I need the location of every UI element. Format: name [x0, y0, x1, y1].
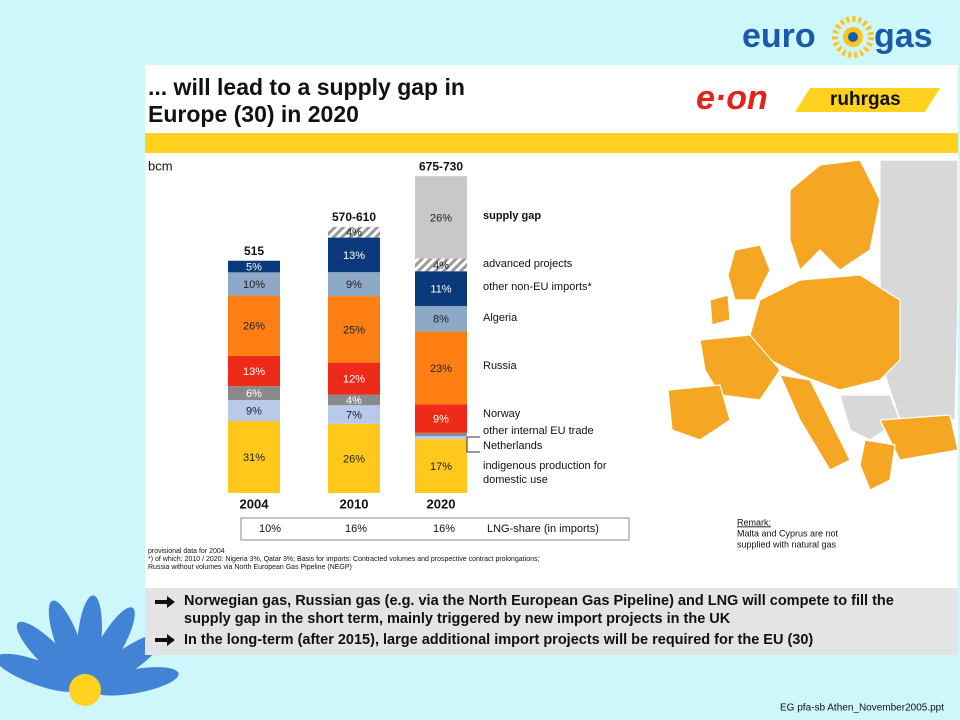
segment-label: 4%	[346, 227, 362, 239]
bar-segment	[328, 362, 380, 395]
legend-label: supply gap	[483, 210, 542, 222]
bar-segment	[328, 272, 380, 297]
legend-label: Norway	[483, 408, 521, 420]
legend-label: Russia	[483, 360, 517, 372]
bullet-text: Norwegian gas, Russian gas (e.g. via the…	[184, 593, 894, 609]
lng-value: 16%	[433, 523, 455, 535]
segment-label: 13%	[343, 250, 365, 262]
bar-segment	[328, 237, 380, 273]
footer: EG pfa-sb Athen_November2005.ppt	[780, 703, 944, 714]
bar-segment	[415, 331, 467, 405]
lng-label: LNG-share (in imports)	[487, 523, 599, 535]
legend-label: advanced projects	[483, 258, 573, 270]
segment-label: 6%	[246, 388, 262, 400]
bar-segment	[415, 176, 467, 259]
bar-segment	[228, 272, 280, 296]
bar-segment	[328, 423, 380, 493]
x-tick-label: 2010	[340, 496, 369, 511]
footnote: *) of which: 2010 / 2020: Nigeria 3%, Qa…	[148, 556, 539, 563]
title-line: ... will lead to a supply gap in	[148, 74, 465, 100]
segment-label: 26%	[430, 212, 452, 224]
legend-label: other internal EU trade	[483, 425, 594, 437]
bar-segment	[228, 386, 280, 401]
bar-segment	[415, 439, 467, 493]
brand-eon: e·on	[696, 79, 768, 117]
segment-label: 4%	[433, 260, 449, 272]
logo-right: gas	[874, 17, 933, 55]
bar-segment	[415, 306, 467, 332]
segment-label: 23%	[430, 363, 452, 375]
remark-line: Malta and Cyprus are not	[737, 528, 839, 538]
segment-label: 11%	[430, 284, 451, 296]
lng-value: 10%	[259, 523, 281, 535]
footnote: provisional data for 2004	[148, 548, 225, 555]
logo-left: euro	[742, 17, 816, 55]
segment-label: 26%	[243, 321, 265, 333]
total-label: 515	[244, 244, 264, 258]
leader-line	[466, 436, 480, 453]
segment-label: 9%	[433, 413, 449, 425]
bar-segment	[228, 295, 280, 356]
remark-title: Remark:	[737, 517, 771, 527]
bullet-text: supply gap in the short term, mainly tri…	[184, 611, 731, 627]
bullet-text: In the long-term (after 2015), large add…	[184, 632, 813, 648]
segment-label: 12%	[343, 373, 365, 385]
total-label: 570-610	[332, 210, 376, 224]
brand-band	[795, 88, 940, 112]
legend-label: other non-EU imports*	[483, 281, 592, 293]
segment-label: 17%	[430, 461, 452, 473]
bullet-arrow	[155, 596, 175, 608]
x-tick-label: 2004	[240, 496, 270, 511]
brand-ruhrgas: ruhrgas	[830, 89, 901, 110]
segment-label: 8%	[433, 314, 449, 326]
title-band	[145, 133, 958, 153]
bar-segment	[328, 405, 380, 424]
bar-segment	[328, 296, 380, 363]
bar-segment	[415, 432, 467, 436]
bar-segment	[228, 355, 280, 387]
segment-label: 31%	[243, 452, 265, 464]
logo-sun	[832, 16, 874, 58]
remark-line: supplied with natural gas	[737, 539, 837, 549]
segment-label: 5%	[246, 261, 262, 273]
legend-label: Netherlands	[483, 440, 543, 452]
legend-label: indigenous production for domestic use	[483, 460, 607, 486]
flower	[0, 595, 179, 706]
lng-box	[240, 517, 630, 541]
footnote: Russia without volumes via North Europea…	[148, 564, 352, 571]
segment-label: 10%	[243, 279, 265, 291]
legend-label: Algeria	[483, 312, 518, 324]
segment-label: 13%	[243, 366, 265, 378]
x-tick-label: 2020	[427, 496, 456, 511]
segment-label: 9%	[246, 405, 262, 417]
bar-segment	[328, 226, 380, 238]
bar-segment	[415, 271, 467, 307]
bar-segment	[228, 400, 280, 421]
segment-label: 25%	[343, 324, 365, 336]
total-label: 675-730	[419, 159, 463, 173]
bullet-arrow	[155, 634, 175, 646]
unit-label: bcm	[148, 158, 173, 173]
lng-value: 16%	[345, 523, 367, 535]
segment-label: 9%	[346, 279, 362, 291]
map	[667, 159, 959, 491]
title-line: Europe (30) in 2020	[148, 101, 359, 127]
segment-label: 26%	[343, 453, 365, 465]
bar-segment	[415, 404, 467, 433]
bar-segment	[415, 258, 467, 272]
segment-label: 4%	[346, 395, 362, 407]
segment-label: 7%	[346, 409, 362, 421]
bar-segment	[415, 435, 467, 440]
bar-segment	[328, 394, 380, 406]
bar-segment	[228, 420, 280, 493]
bar-segment	[228, 260, 280, 273]
bullet-box	[145, 588, 958, 655]
